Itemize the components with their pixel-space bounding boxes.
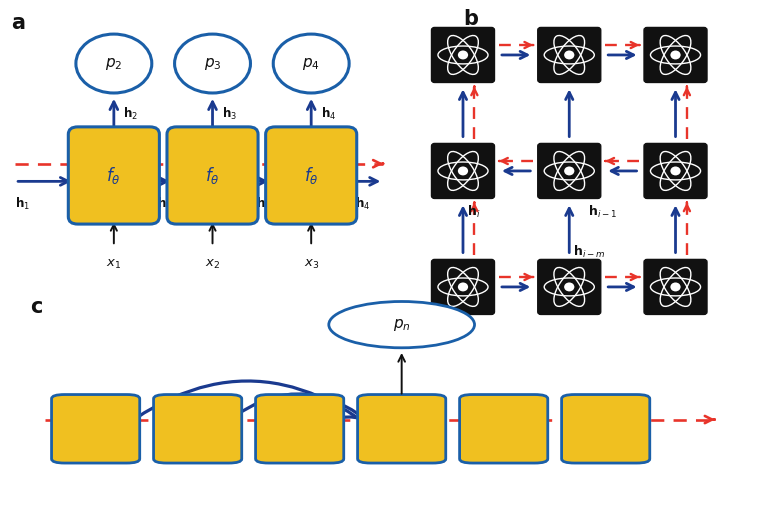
Circle shape xyxy=(458,166,468,176)
Text: c: c xyxy=(30,297,43,317)
FancyBboxPatch shape xyxy=(153,394,241,463)
Circle shape xyxy=(273,34,349,93)
Circle shape xyxy=(76,34,152,93)
FancyBboxPatch shape xyxy=(68,127,159,224)
FancyBboxPatch shape xyxy=(256,394,344,463)
FancyBboxPatch shape xyxy=(431,144,495,198)
Text: $f_\theta$: $f_\theta$ xyxy=(106,165,121,186)
Circle shape xyxy=(175,34,250,93)
FancyBboxPatch shape xyxy=(644,144,707,198)
Text: $x_3$: $x_3$ xyxy=(304,258,319,271)
Text: $p_3$: $p_3$ xyxy=(203,56,222,72)
Circle shape xyxy=(670,282,681,291)
FancyBboxPatch shape xyxy=(266,127,357,224)
Text: $p_n$: $p_n$ xyxy=(393,317,411,332)
Text: $x_1$: $x_1$ xyxy=(106,258,121,271)
Text: $\mathbf{h}_i$: $\mathbf{h}_i$ xyxy=(467,204,480,220)
Text: $\mathbf{h}_4$: $\mathbf{h}_4$ xyxy=(321,106,336,122)
Circle shape xyxy=(564,166,575,176)
Text: $\mathbf{h}_1$: $\mathbf{h}_1$ xyxy=(15,196,30,212)
Circle shape xyxy=(670,166,681,176)
Text: $x_2$: $x_2$ xyxy=(205,258,220,271)
FancyBboxPatch shape xyxy=(431,259,495,315)
Text: $f_\theta$: $f_\theta$ xyxy=(205,165,220,186)
Circle shape xyxy=(329,301,474,348)
Text: a: a xyxy=(11,14,25,34)
FancyBboxPatch shape xyxy=(537,27,601,83)
Text: $\mathbf{h}_4$: $\mathbf{h}_4$ xyxy=(355,196,370,212)
Circle shape xyxy=(564,282,575,291)
FancyBboxPatch shape xyxy=(460,394,548,463)
Text: $p_2$: $p_2$ xyxy=(106,56,122,72)
FancyBboxPatch shape xyxy=(537,144,601,198)
Text: $f_\theta$: $f_\theta$ xyxy=(304,165,319,186)
Text: b: b xyxy=(463,8,478,28)
Circle shape xyxy=(564,50,575,59)
FancyBboxPatch shape xyxy=(167,127,258,224)
Text: $p_4$: $p_4$ xyxy=(302,56,320,72)
FancyBboxPatch shape xyxy=(357,394,446,463)
Text: $\mathbf{h}_2$: $\mathbf{h}_2$ xyxy=(124,106,138,122)
Text: $\mathbf{h}_2$: $\mathbf{h}_2$ xyxy=(158,196,172,212)
FancyBboxPatch shape xyxy=(537,259,601,315)
FancyBboxPatch shape xyxy=(52,394,140,463)
Text: $\mathbf{h}_{i-m}$: $\mathbf{h}_{i-m}$ xyxy=(573,244,605,260)
FancyBboxPatch shape xyxy=(431,27,495,83)
Circle shape xyxy=(458,50,468,59)
FancyBboxPatch shape xyxy=(644,27,707,83)
Circle shape xyxy=(670,50,681,59)
Text: $\mathbf{h}_3$: $\mathbf{h}_3$ xyxy=(222,106,237,122)
FancyBboxPatch shape xyxy=(644,259,707,315)
FancyBboxPatch shape xyxy=(562,394,650,463)
Circle shape xyxy=(458,282,468,291)
Text: $\mathbf{h}_{i-1}$: $\mathbf{h}_{i-1}$ xyxy=(588,204,617,220)
Text: $\mathbf{h}_3$: $\mathbf{h}_3$ xyxy=(257,196,271,212)
